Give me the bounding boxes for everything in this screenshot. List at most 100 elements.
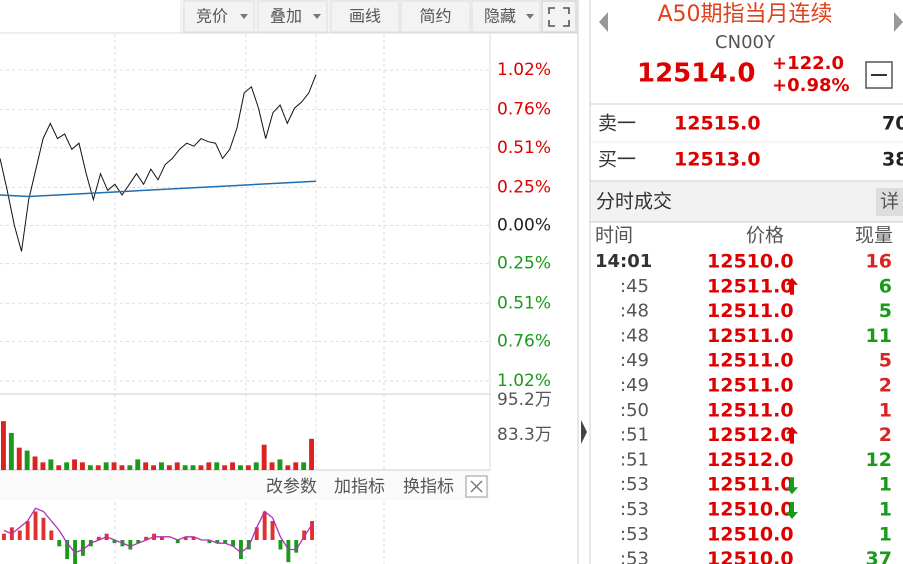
minus-button[interactable] [865,61,893,89]
book-price: 12515.0 [674,113,761,135]
trade-qty: 37 [866,548,892,564]
macd-bar [294,540,299,553]
detail-button-label[interactable]: 详 [880,191,899,213]
indicator-button[interactable]: 加指标 [334,477,385,497]
trade-qty: 5 [879,350,892,372]
volume-bar [277,459,283,470]
volume-bar [230,462,235,470]
column-header: 现量 [855,225,893,247]
macd-bar [239,540,243,559]
volume-bar [48,459,54,470]
toolbar-button-label[interactable]: 叠加 [270,7,302,26]
trade-price: 12511.0 [707,275,794,297]
volume-bar [135,459,141,470]
volume-bar [8,432,14,470]
price-change-pct: +0.98% [772,75,850,96]
macd-bar [191,536,196,540]
macd-bar [81,540,85,556]
toolbar-button-label[interactable]: 隐藏 [484,7,516,26]
y-tick-label: 1.02% [497,371,551,391]
book-price: 12513.0 [674,149,761,171]
down-arrow [786,477,798,495]
trade-time: :53 [620,524,649,545]
macd-bar [41,517,46,540]
macd-bar [231,540,235,547]
macd-bar [278,540,283,550]
trade-price: 12510.0 [707,523,794,545]
trade-time: :49 [620,350,649,371]
trade-time: 14:01 [595,251,652,272]
y-tick-label: 0.76% [497,331,551,351]
volume-bar [151,465,156,470]
charts: 1.02% 0.76% 0.51% 0.25% 0.00% 0.25% 0.51% 0.76%… [0,60,552,564]
volume-bar [206,462,212,470]
expand-icon[interactable] [541,0,577,33]
close-indicator[interactable] [465,475,488,498]
y-tick-label: 0.76% [497,100,551,120]
trade-price: 12511.0 [707,350,794,372]
trade-qty: 1 [879,474,892,496]
up-arrow [786,426,798,444]
detail-button[interactable] [876,188,903,216]
macd-bar [223,540,228,544]
trades-title: 分时成交 [596,191,672,213]
volume-bar [80,462,85,470]
trade-qty: 16 [866,251,892,273]
macd-bar [207,540,212,544]
macd-bar [33,511,38,540]
macd-bar [215,540,220,544]
price-change: +122.0 [772,53,844,74]
trade-time: :53 [620,549,649,564]
toolbar-button-label[interactable]: 简约 [419,7,451,26]
volume-bar [159,462,164,470]
indicator-button[interactable]: 换指标 [403,477,454,497]
macd-bar [310,521,314,540]
toolbar-button-label[interactable]: 竞价 [196,7,228,26]
collapse-arrow[interactable] [581,420,587,444]
macd-bar [175,540,180,544]
dropdown-caret[interactable] [313,14,321,19]
macd-bar [17,530,22,540]
macd-bar [286,540,291,563]
trade-qty: 1 [879,523,892,545]
dropdown-caret[interactable] [526,14,534,19]
toolbar-button[interactable] [400,0,471,33]
volume-bar [32,456,38,470]
book-label: 买一 [598,149,636,171]
trade-time: :53 [620,499,649,520]
volume-bar [1,421,6,470]
trade-qty: 2 [879,375,892,397]
volume-bar [245,465,251,470]
trade-price: 12511.0 [707,399,794,421]
volume-bar [182,465,188,470]
toolbar-button-label[interactable]: 画线 [349,7,381,26]
volume-bar [285,465,291,470]
trade-time: :48 [620,325,649,346]
next-arrow[interactable] [894,12,903,32]
up-arrow [786,277,798,295]
macd-bar [136,540,141,544]
prev-arrow[interactable] [599,12,608,32]
macd-bar [2,533,6,540]
volume-bar [40,462,46,470]
volume-bar [24,450,30,470]
book-label: 卖一 [598,113,636,135]
indicator-button[interactable]: 改参数 [266,477,317,497]
toolbar-button[interactable] [330,0,400,33]
volume-bar [261,444,267,470]
dropdown-caret[interactable] [240,14,248,19]
volume-bar [111,462,117,470]
volume-bar [95,465,101,470]
trade-time: :45 [620,276,649,297]
y-tick-label: 0.51% [497,138,551,158]
trade-time: :50 [620,400,649,421]
macd-bar [144,536,149,540]
volume-bar [143,462,149,470]
trade-time: :51 [620,449,649,470]
y-tick-label: 95.2万 [497,390,552,410]
line-series [0,74,317,252]
y-tick-label: 83.3万 [497,425,552,445]
volume-bar [190,465,196,470]
indicator-toolbar [0,471,490,500]
